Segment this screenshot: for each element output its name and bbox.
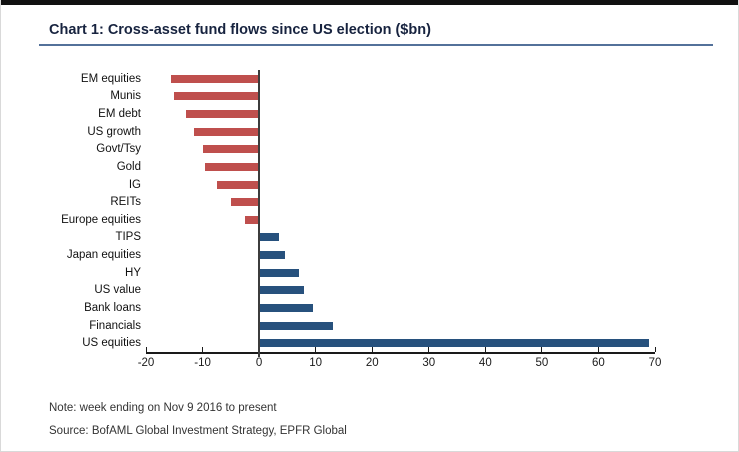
x-tick-mark--20	[145, 347, 147, 352]
x-tick-label-70: 70	[648, 357, 662, 369]
category-label-bank-loans: Bank loans	[84, 301, 141, 314]
bar-us-equities	[259, 339, 650, 348]
chart-note: Note: week ending on Nov 9 2016 to prese…	[49, 402, 277, 414]
bar-bank-loans	[259, 303, 313, 312]
category-label-financials: Financials	[89, 319, 141, 332]
x-tick-mark-10	[315, 347, 317, 352]
x-tick-label-30: 30	[422, 357, 436, 369]
category-label-reits: REITs	[110, 196, 141, 209]
x-tick-mark-70	[654, 347, 656, 352]
x-tick-mark-40	[484, 347, 486, 352]
x-tick-mark-20	[371, 347, 373, 352]
bar-ig	[216, 180, 260, 189]
category-label-japan-equities: Japan equities	[66, 249, 141, 262]
chart-source: Source: BofAML Global Investment Strateg…	[49, 425, 347, 437]
category-label-gold: Gold	[116, 160, 141, 173]
x-tick-label--20: -20	[137, 357, 155, 369]
bar-us-value	[259, 286, 305, 295]
category-label-em-equities: EM equities	[80, 72, 141, 85]
x-tick-mark-60	[597, 347, 599, 352]
bar-em-debt	[185, 110, 260, 119]
x-tick-label--10: -10	[194, 357, 211, 369]
category-label-europe-equities: Europe equities	[61, 213, 141, 226]
title-underline-rule	[39, 44, 713, 46]
x-tick-mark-30	[428, 347, 430, 352]
x-axis-tick-labels: -20 -10 0 10 20 30 40 50 60 70	[138, 357, 662, 373]
bar-japan-equities	[259, 251, 285, 260]
category-label-us-value: US value	[94, 284, 141, 297]
x-tick-label-10: 10	[309, 357, 323, 369]
bar-gold	[205, 162, 260, 171]
x-tick-label-50: 50	[535, 357, 549, 369]
category-label-munis: Munis	[110, 90, 141, 103]
category-label-em-debt: EM debt	[98, 108, 141, 121]
category-label-hy: HY	[125, 266, 141, 279]
x-tick-label-20: 20	[365, 357, 379, 369]
bar-reits	[230, 198, 260, 207]
x-tick-label-0: 0	[255, 357, 263, 369]
bar-govt-tsy	[202, 145, 260, 154]
x-tick-mark--10	[202, 347, 204, 352]
category-label-us-equities: US equities	[82, 337, 141, 350]
category-axis-labels: EM equities Munis EM debt US growth Govt/Tsy…	[1, 70, 141, 352]
bar-europe-equities	[244, 215, 260, 224]
bar-em-equities	[171, 74, 260, 83]
bar-tips	[259, 233, 279, 242]
chart-title: Chart 1: Cross-asset fund flows since US…	[49, 22, 431, 38]
x-tick-mark-50	[541, 347, 543, 352]
bar-hy	[259, 268, 299, 277]
bar-financials	[259, 321, 333, 330]
x-tick-label-60: 60	[592, 357, 605, 369]
bar-us-growth	[194, 127, 260, 136]
zero-baseline	[258, 70, 261, 357]
category-label-govt-tsy: Govt/Tsy	[96, 143, 141, 156]
bar-chart-plot-area	[145, 70, 656, 357]
category-label-ig: IG	[128, 178, 141, 191]
category-label-us-growth: US growth	[87, 125, 141, 138]
bar-munis	[174, 92, 260, 101]
page-top-border	[1, 0, 738, 5]
category-label-tips: TIPS	[115, 231, 141, 244]
x-tick-label-40: 40	[478, 357, 492, 369]
